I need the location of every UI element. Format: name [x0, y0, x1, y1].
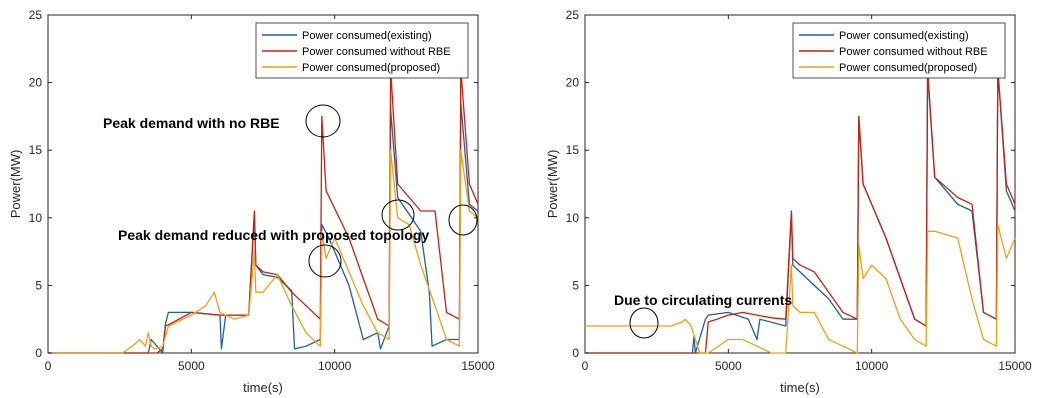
- x-tick-label: 10000: [318, 359, 352, 373]
- ticks-layer: 0 5000 10000 15000 0 5 10 15 20 25: [29, 8, 495, 373]
- ticks-layer: 0 5000 10000 15000 0 5 10 15 20 25: [566, 8, 1032, 373]
- legend-label-proposed: Power consumed(proposed): [839, 62, 977, 74]
- y-tick-label: 0: [572, 346, 579, 360]
- x-tick-label: 0: [582, 359, 589, 373]
- left-chart: 0 5000 10000 15000 0 5 10 15 20 25 time(s) Power(…: [8, 8, 495, 395]
- legend: Power consumed(existing) Power consumed …: [255, 22, 469, 79]
- y-tick-label: 15: [29, 143, 43, 157]
- y-tick-label: 20: [566, 76, 580, 90]
- legend: Power consumed(existing) Power consumed …: [792, 22, 1006, 79]
- legend-label-without-rbe: Power consumed without RBE: [302, 46, 451, 58]
- x-axis-label: time(s): [780, 380, 820, 395]
- series-line-existing: [48, 102, 479, 354]
- y-tick-label: 10: [29, 211, 43, 225]
- annotation-circle-peak-no-rbe: [305, 104, 341, 138]
- x-tick-label: 0: [45, 359, 52, 373]
- annotation-circle-circulating: [629, 307, 659, 339]
- y-tick-label: 5: [572, 278, 579, 292]
- x-tick-label: 10000: [855, 359, 889, 373]
- y-axis-label: Power(MW): [545, 150, 560, 219]
- legend-label-proposed: Power consumed(proposed): [302, 62, 440, 74]
- legend-label-existing: Power consumed(existing): [839, 30, 969, 42]
- series-layer: [48, 68, 479, 354]
- x-tick-label: 15000: [461, 359, 495, 373]
- y-tick-label: 15: [566, 143, 580, 157]
- legend-label-without-rbe: Power consumed without RBE: [839, 46, 988, 58]
- x-axis-label: time(s): [243, 380, 283, 395]
- y-tick-label: 25: [29, 8, 43, 22]
- x-tick-label: 15000: [998, 359, 1032, 373]
- series-line-proposed: [48, 149, 479, 354]
- y-tick-label: 10: [566, 211, 580, 225]
- y-tick-label: 20: [29, 76, 43, 90]
- annotation-circle-reduced-2: [381, 199, 415, 231]
- y-tick-label: 0: [35, 346, 42, 360]
- y-tick-label: 25: [566, 8, 580, 22]
- series-layer: [585, 68, 1016, 354]
- x-tick-label: 5000: [715, 359, 742, 373]
- x-tick-label: 5000: [178, 359, 205, 373]
- legend-label-existing: Power consumed(existing): [302, 30, 432, 42]
- annotation-circulating-currents: Due to circulating currents: [614, 292, 792, 308]
- y-tick-label: 5: [35, 278, 42, 292]
- annotation-circle-reduced-3: [448, 204, 478, 236]
- right-chart: 0 5000 10000 15000 0 5 10 15 20 25 time(s) Power(…: [545, 8, 1032, 395]
- annotation-peak-no-rbe: Peak demand with no RBE: [103, 115, 280, 131]
- y-axis-label: Power(MW): [8, 150, 23, 219]
- annotation-peak-reduced: Peak demand reduced with proposed topolo…: [118, 227, 429, 243]
- series-line-existing: [585, 68, 1016, 354]
- series-line-proposed: [585, 223, 1016, 354]
- annotation-circle-reduced-1: [308, 244, 342, 278]
